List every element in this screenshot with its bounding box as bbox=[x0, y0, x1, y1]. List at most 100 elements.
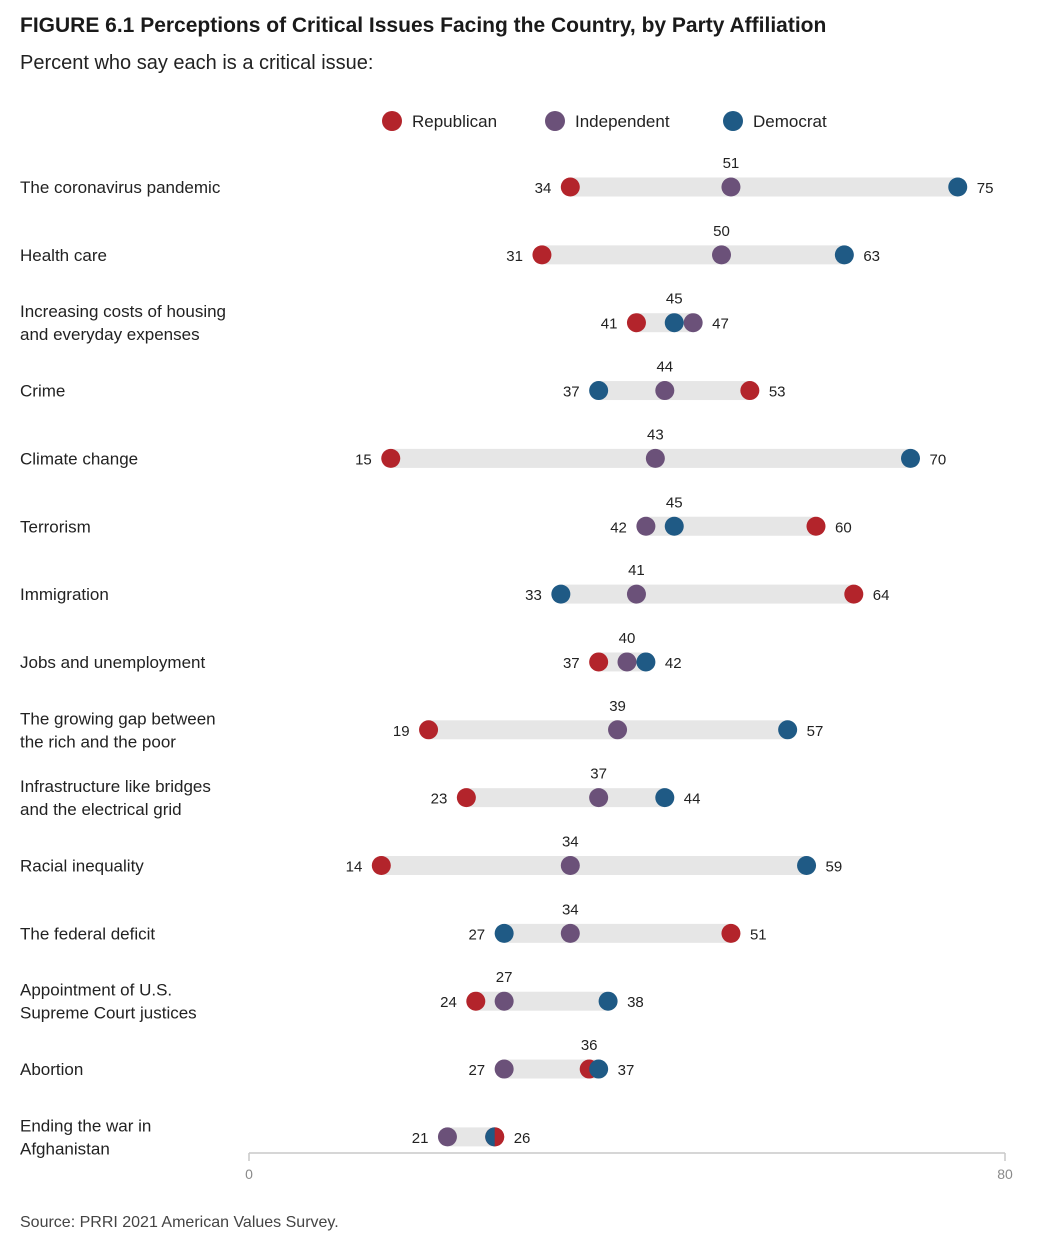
legend-marker-independent bbox=[545, 111, 565, 131]
range-track bbox=[381, 856, 807, 875]
dot-independent bbox=[712, 245, 731, 265]
value-label-top: 51 bbox=[723, 155, 740, 172]
category-label: Ending the war in Afghanistan bbox=[20, 1116, 151, 1158]
dot-democrat bbox=[797, 856, 817, 875]
x-axis-tick-label: 0 bbox=[245, 1166, 253, 1182]
dot-republican bbox=[381, 448, 401, 468]
value-label-left: 37 bbox=[563, 384, 580, 401]
category-label: Climate change bbox=[20, 449, 138, 468]
chart-subtitle: Percent who say each is a critical issue… bbox=[20, 52, 374, 74]
dot-independent bbox=[608, 720, 628, 740]
value-label-right: 64 bbox=[873, 587, 890, 604]
dot-republican bbox=[740, 381, 760, 401]
value-label-right: 75 bbox=[977, 180, 994, 197]
dot-independent bbox=[589, 788, 609, 808]
range-track bbox=[466, 788, 665, 808]
dot-plot-chart: Republican Independent Democrat The corona… bbox=[20, 111, 1013, 1182]
value-label-top: 39 bbox=[609, 698, 626, 715]
row: Abortion 27 37 36 bbox=[20, 1037, 634, 1079]
dot-republican bbox=[721, 923, 741, 943]
value-label-top: 45 bbox=[666, 291, 683, 308]
row: The federal deficit 27 51 34 bbox=[20, 901, 767, 943]
value-label-left: 41 bbox=[601, 316, 618, 333]
value-label-right: 53 bbox=[769, 384, 786, 401]
value-label-right: 57 bbox=[807, 723, 824, 740]
dot-republican bbox=[371, 856, 391, 875]
dot-republican bbox=[466, 991, 486, 1011]
value-label-top: 34 bbox=[562, 901, 579, 918]
dot-democrat bbox=[778, 720, 798, 740]
dot-republican bbox=[626, 313, 646, 333]
value-label-right: 38 bbox=[627, 994, 644, 1011]
dot-democrat bbox=[551, 584, 571, 604]
category-label: Crime bbox=[20, 382, 65, 401]
value-label-top: 34 bbox=[562, 834, 579, 851]
category-label: The growing gap between the rich and the … bbox=[20, 709, 216, 751]
value-label-right: 70 bbox=[930, 451, 947, 468]
value-label-left: 15 bbox=[355, 451, 372, 468]
dot-republican bbox=[589, 652, 609, 672]
legend-label-independent: Independent bbox=[575, 112, 670, 131]
row: Crime 37 53 44 bbox=[20, 359, 786, 401]
value-label-right: 47 bbox=[712, 316, 729, 333]
value-label-right: 63 bbox=[863, 248, 880, 265]
value-label-left: 34 bbox=[535, 180, 552, 197]
row: Increasing costs of housing and everyday … bbox=[20, 291, 729, 345]
dot-republican bbox=[560, 177, 580, 197]
value-label-left: 21 bbox=[412, 1130, 429, 1147]
dot-democrat-half bbox=[485, 1127, 495, 1147]
source-note: Source: PRRI 2021 American Values Survey… bbox=[20, 1214, 339, 1231]
value-label-left: 27 bbox=[468, 1062, 485, 1079]
value-label-left: 19 bbox=[393, 723, 410, 740]
row: The coronavirus pandemic 34 75 51 bbox=[20, 155, 993, 197]
row: The growing gap between the rich and the … bbox=[20, 698, 823, 752]
range-track bbox=[541, 245, 845, 265]
dot-democrat bbox=[901, 448, 920, 468]
chart-rows: The coronavirus pandemic 34 75 51 Health car… bbox=[20, 155, 993, 1158]
value-label-right: 37 bbox=[618, 1062, 635, 1079]
row: Jobs and unemployment 37 42 40 bbox=[20, 630, 682, 672]
value-label-right: 26 bbox=[514, 1130, 531, 1147]
value-label-top: 45 bbox=[666, 494, 683, 511]
category-label: Health care bbox=[20, 246, 107, 265]
chart-legend: Republican Independent Democrat bbox=[382, 111, 827, 131]
row: Appointment of U.S. Supreme Court justice… bbox=[20, 969, 644, 1023]
value-label-left: 14 bbox=[346, 859, 363, 876]
value-label-top: 37 bbox=[590, 766, 607, 783]
dot-democrat bbox=[598, 991, 618, 1011]
dot-independent bbox=[560, 856, 580, 875]
value-label-right: 42 bbox=[665, 655, 682, 672]
value-label-left: 33 bbox=[525, 587, 542, 604]
category-label: The coronavirus pandemic bbox=[20, 178, 221, 197]
range-track bbox=[447, 1127, 495, 1147]
row: Ending the war in Afghanistan 21 26 bbox=[20, 1116, 530, 1158]
dot-independent bbox=[494, 1059, 514, 1079]
dot-independent bbox=[617, 652, 637, 672]
dot-republican bbox=[806, 516, 826, 536]
value-label-top: 40 bbox=[619, 630, 636, 647]
range-track bbox=[570, 177, 958, 197]
value-label-left: 27 bbox=[468, 926, 485, 943]
dot-independent bbox=[645, 448, 665, 468]
x-axis: 0 80 bbox=[245, 1152, 1013, 1182]
dot-democrat bbox=[834, 245, 854, 265]
value-label-right: 60 bbox=[835, 519, 852, 536]
dot-republican bbox=[456, 788, 476, 808]
dot-independent bbox=[494, 991, 514, 1011]
dot-republican bbox=[419, 720, 439, 740]
dot-democrat bbox=[494, 923, 514, 943]
row: Health care 31 63 50 bbox=[20, 223, 880, 265]
range-track bbox=[504, 923, 731, 943]
dot-democrat bbox=[636, 652, 656, 672]
category-label: Infrastructure like bridges and the elect… bbox=[20, 777, 211, 819]
dot-democrat bbox=[655, 788, 675, 808]
dot-independent bbox=[560, 923, 580, 943]
dot-republican bbox=[532, 245, 552, 265]
category-label: Increasing costs of housing and everyday … bbox=[20, 302, 226, 344]
dot-independent bbox=[655, 381, 675, 401]
row: Racial inequality 14 59 34 bbox=[20, 834, 842, 876]
x-axis-tick-label: 80 bbox=[997, 1166, 1013, 1182]
value-label-right: 59 bbox=[826, 859, 843, 876]
dot-republican bbox=[844, 584, 864, 604]
row: Climate change 15 70 43 bbox=[20, 426, 946, 468]
